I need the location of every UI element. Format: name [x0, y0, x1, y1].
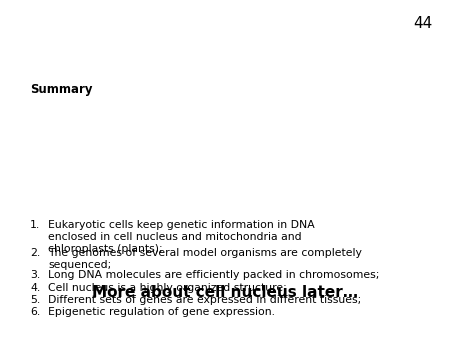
Text: Long DNA molecules are efficiently packed in chromosomes;: Long DNA molecules are efficiently packe…	[48, 270, 379, 280]
Text: Cell nucleus is a highly organized structure;: Cell nucleus is a highly organized struc…	[48, 283, 287, 293]
Text: 6.: 6.	[30, 307, 40, 317]
Text: Eukaryotic cells keep genetic information in DNA
enclosed in cell nucleus and mi: Eukaryotic cells keep genetic informatio…	[48, 220, 315, 254]
Text: More about cell nucleus later…: More about cell nucleus later…	[92, 285, 358, 300]
Text: Summary: Summary	[30, 83, 93, 96]
Text: 2.: 2.	[30, 248, 40, 258]
Text: Different sets of genes are expressed in different tissues;: Different sets of genes are expressed in…	[48, 295, 361, 305]
Text: 44: 44	[413, 16, 432, 31]
Text: 5.: 5.	[30, 295, 40, 305]
Text: 3.: 3.	[30, 270, 40, 280]
Text: Epigenetic regulation of gene expression.: Epigenetic regulation of gene expression…	[48, 307, 275, 317]
Text: 1.: 1.	[30, 220, 40, 230]
Text: The genomes of several model organisms are completely
sequenced;: The genomes of several model organisms a…	[48, 248, 362, 270]
Text: 4.: 4.	[30, 283, 40, 293]
